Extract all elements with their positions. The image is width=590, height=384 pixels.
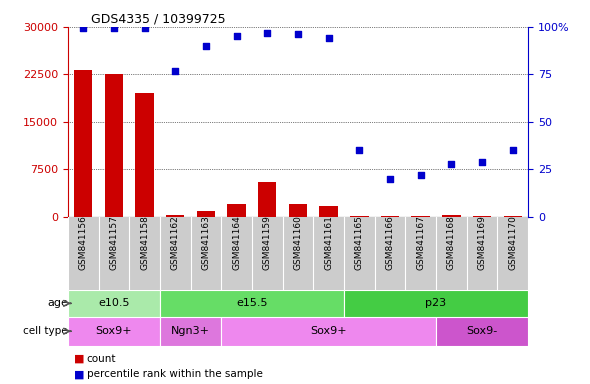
Point	[447, 161, 456, 167]
Point	[508, 147, 517, 154]
Text: GDS4335 / 10399725: GDS4335 / 10399725	[91, 13, 225, 26]
Bar	[503, 216, 522, 217]
Text: e15.5: e15.5	[236, 298, 268, 308]
Point	[201, 43, 211, 49]
Point	[355, 147, 364, 154]
Bar	[74, 70, 93, 217]
Point	[140, 25, 149, 31]
Point	[385, 176, 395, 182]
Bar	[135, 93, 154, 217]
Text: Sox9+: Sox9+	[96, 326, 132, 336]
Point	[477, 159, 487, 165]
Bar	[258, 182, 277, 217]
Bar	[221, 317, 436, 346]
Text: e10.5: e10.5	[98, 298, 130, 308]
Bar	[473, 216, 491, 217]
Point	[232, 33, 241, 40]
Point	[263, 30, 272, 36]
Text: ■: ■	[74, 369, 84, 379]
Point	[324, 35, 333, 41]
Bar	[196, 211, 215, 217]
Bar	[319, 206, 338, 217]
Point	[171, 68, 180, 74]
Bar	[160, 290, 344, 317]
Bar	[166, 215, 185, 217]
Point	[78, 25, 88, 31]
Bar	[68, 317, 160, 346]
Bar	[411, 216, 430, 217]
Bar	[68, 290, 160, 317]
Point	[293, 31, 303, 38]
Text: Sox9-: Sox9-	[467, 326, 497, 336]
Bar	[227, 204, 246, 217]
Bar	[344, 290, 528, 317]
Point	[109, 25, 119, 31]
Text: Ngn3+: Ngn3+	[171, 326, 210, 336]
Bar	[160, 317, 221, 346]
Bar	[350, 216, 369, 217]
Text: p23: p23	[425, 298, 447, 308]
Bar	[289, 204, 307, 217]
Bar	[436, 317, 528, 346]
Bar	[104, 74, 123, 217]
Text: age: age	[47, 298, 68, 308]
Bar	[442, 215, 461, 217]
Text: percentile rank within the sample: percentile rank within the sample	[87, 369, 263, 379]
Bar	[381, 216, 399, 217]
Text: ■: ■	[74, 354, 84, 364]
Text: cell type: cell type	[23, 326, 68, 336]
Text: Sox9+: Sox9+	[310, 326, 347, 336]
Point	[416, 172, 425, 178]
Text: count: count	[87, 354, 116, 364]
